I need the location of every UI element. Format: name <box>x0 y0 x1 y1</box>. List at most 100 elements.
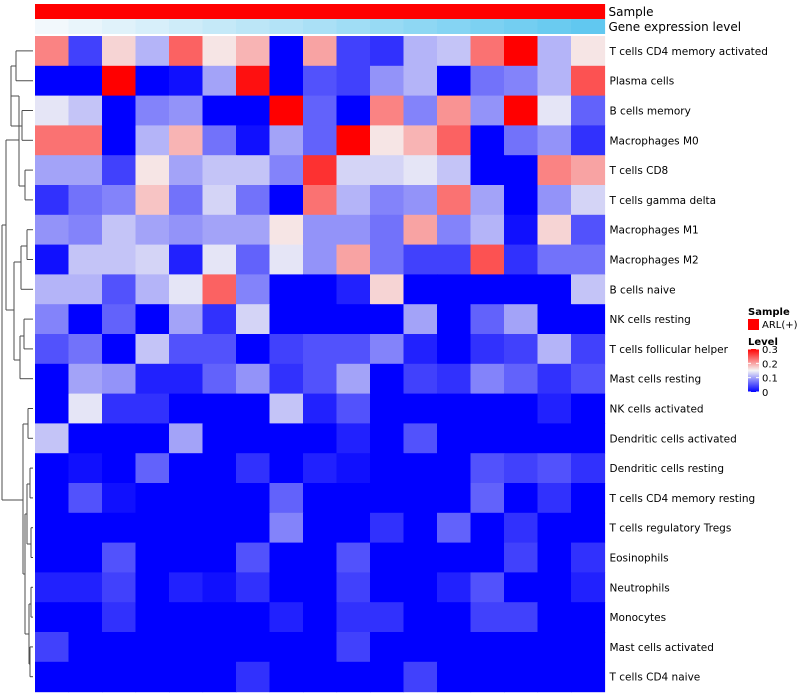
heatmap-cell <box>35 512 70 544</box>
expression-annotation-cell <box>102 19 137 34</box>
heatmap-cell <box>135 155 170 186</box>
heatmap-cell <box>269 483 304 514</box>
heatmap-cell <box>102 214 137 246</box>
heatmap-cell <box>470 214 505 246</box>
heatmap-cell <box>504 602 539 633</box>
heatmap-cell <box>68 393 103 424</box>
sample-annotation-cell <box>504 4 539 19</box>
heatmap-cell <box>537 214 572 246</box>
heatmap-cell <box>336 423 371 454</box>
heatmap-cell <box>403 65 438 97</box>
heatmap-cell <box>68 363 103 395</box>
heatmap-cell <box>68 36 103 67</box>
heatmap-cell <box>269 363 304 395</box>
heatmap-cell <box>202 572 237 603</box>
heatmap-cell <box>102 423 137 454</box>
expression-annotation-cell <box>135 19 170 34</box>
heatmap-cell <box>135 36 170 67</box>
heatmap-cell <box>504 65 539 97</box>
heatmap-cell <box>537 244 572 275</box>
heatmap-cell <box>68 453 103 484</box>
heatmap-cell <box>169 334 204 365</box>
legend-level-title: Level <box>748 337 778 348</box>
row-label: B cells memory <box>610 106 691 118</box>
heatmap-cell <box>68 125 103 156</box>
heatmap-cell <box>537 155 572 186</box>
heatmap-cell <box>236 334 271 365</box>
heatmap-cell <box>437 542 472 573</box>
heatmap-cell <box>269 542 304 573</box>
heatmap-cell <box>303 572 338 603</box>
heatmap-cell <box>68 214 103 246</box>
heatmap-cell <box>303 95 338 126</box>
heatmap-cell <box>537 185 572 216</box>
heatmap-cell <box>169 214 204 246</box>
heatmap-cell <box>403 304 438 335</box>
heatmap-cell <box>102 304 137 335</box>
heatmap-cell <box>571 244 606 275</box>
heatmap-cell <box>102 512 137 544</box>
heatmap-cell <box>135 65 170 97</box>
heatmap-cell <box>269 185 304 216</box>
heatmap-cell <box>504 423 539 454</box>
heatmap-cell <box>504 214 539 246</box>
expression-annotation-cell <box>303 19 338 34</box>
heatmap-cell <box>370 95 405 126</box>
heatmap-cell <box>571 95 606 126</box>
heatmap-cell <box>370 334 405 365</box>
heatmap-cell <box>403 572 438 603</box>
heatmap-cell <box>303 155 338 186</box>
heatmap-cell <box>504 155 539 186</box>
heatmap-cell <box>169 393 204 424</box>
heatmap-cell <box>537 65 572 97</box>
row-label: T cells CD4 naive <box>609 672 701 684</box>
heatmap-cell <box>68 304 103 335</box>
row-label: T cells CD4 memory activated <box>609 46 768 58</box>
heatmap-cell <box>437 453 472 484</box>
heatmap-cell <box>303 542 338 573</box>
heatmap-cell <box>68 423 103 454</box>
sample-annotation-cell <box>135 4 170 19</box>
annotation-label-sample: Sample <box>609 5 654 19</box>
heatmap-cell <box>403 155 438 186</box>
heatmap-cell <box>269 632 304 663</box>
heatmap-cell <box>571 304 606 335</box>
row-label: T cells gamma delta <box>609 195 717 207</box>
heatmap-cell <box>135 214 170 246</box>
heatmap-cell <box>68 95 103 126</box>
heatmap-cell <box>202 65 237 97</box>
heatmap-cell <box>370 602 405 633</box>
heatmap-cell <box>571 363 606 395</box>
heatmap-cell <box>303 632 338 663</box>
heatmap-cell <box>35 155 70 186</box>
heatmap-cell <box>504 363 539 395</box>
heatmap-cell <box>169 65 204 97</box>
heatmap-cell <box>269 661 304 693</box>
heatmap-cell <box>370 155 405 186</box>
heatmap-cell <box>403 214 438 246</box>
heatmap-cell <box>303 244 338 275</box>
heatmap-cell <box>236 512 271 544</box>
heatmap-cell <box>437 512 472 544</box>
heatmap-cell <box>35 393 70 424</box>
heatmap-cell <box>504 304 539 335</box>
heatmap-cell <box>437 274 472 305</box>
heatmap-cell <box>35 125 70 156</box>
heatmap-cell <box>537 334 572 365</box>
heatmap-cell <box>303 483 338 514</box>
row-label: T cells follicular helper <box>609 344 729 356</box>
heatmap-cell <box>470 36 505 67</box>
legend-tick-label: 0.1 <box>762 374 778 385</box>
heatmap-cell <box>236 155 271 186</box>
heatmap-cell <box>135 542 170 573</box>
heatmap-cell <box>537 423 572 454</box>
heatmap-cell <box>269 155 304 186</box>
heatmap-cell <box>437 244 472 275</box>
heatmap-cell <box>336 483 371 514</box>
heatmap-cell <box>336 304 371 335</box>
heatmap-cell <box>370 572 405 603</box>
sample-annotation-cell <box>470 4 505 19</box>
heatmap-cell <box>370 185 405 216</box>
heatmap-cell <box>236 393 271 424</box>
heatmap-cell <box>470 185 505 216</box>
